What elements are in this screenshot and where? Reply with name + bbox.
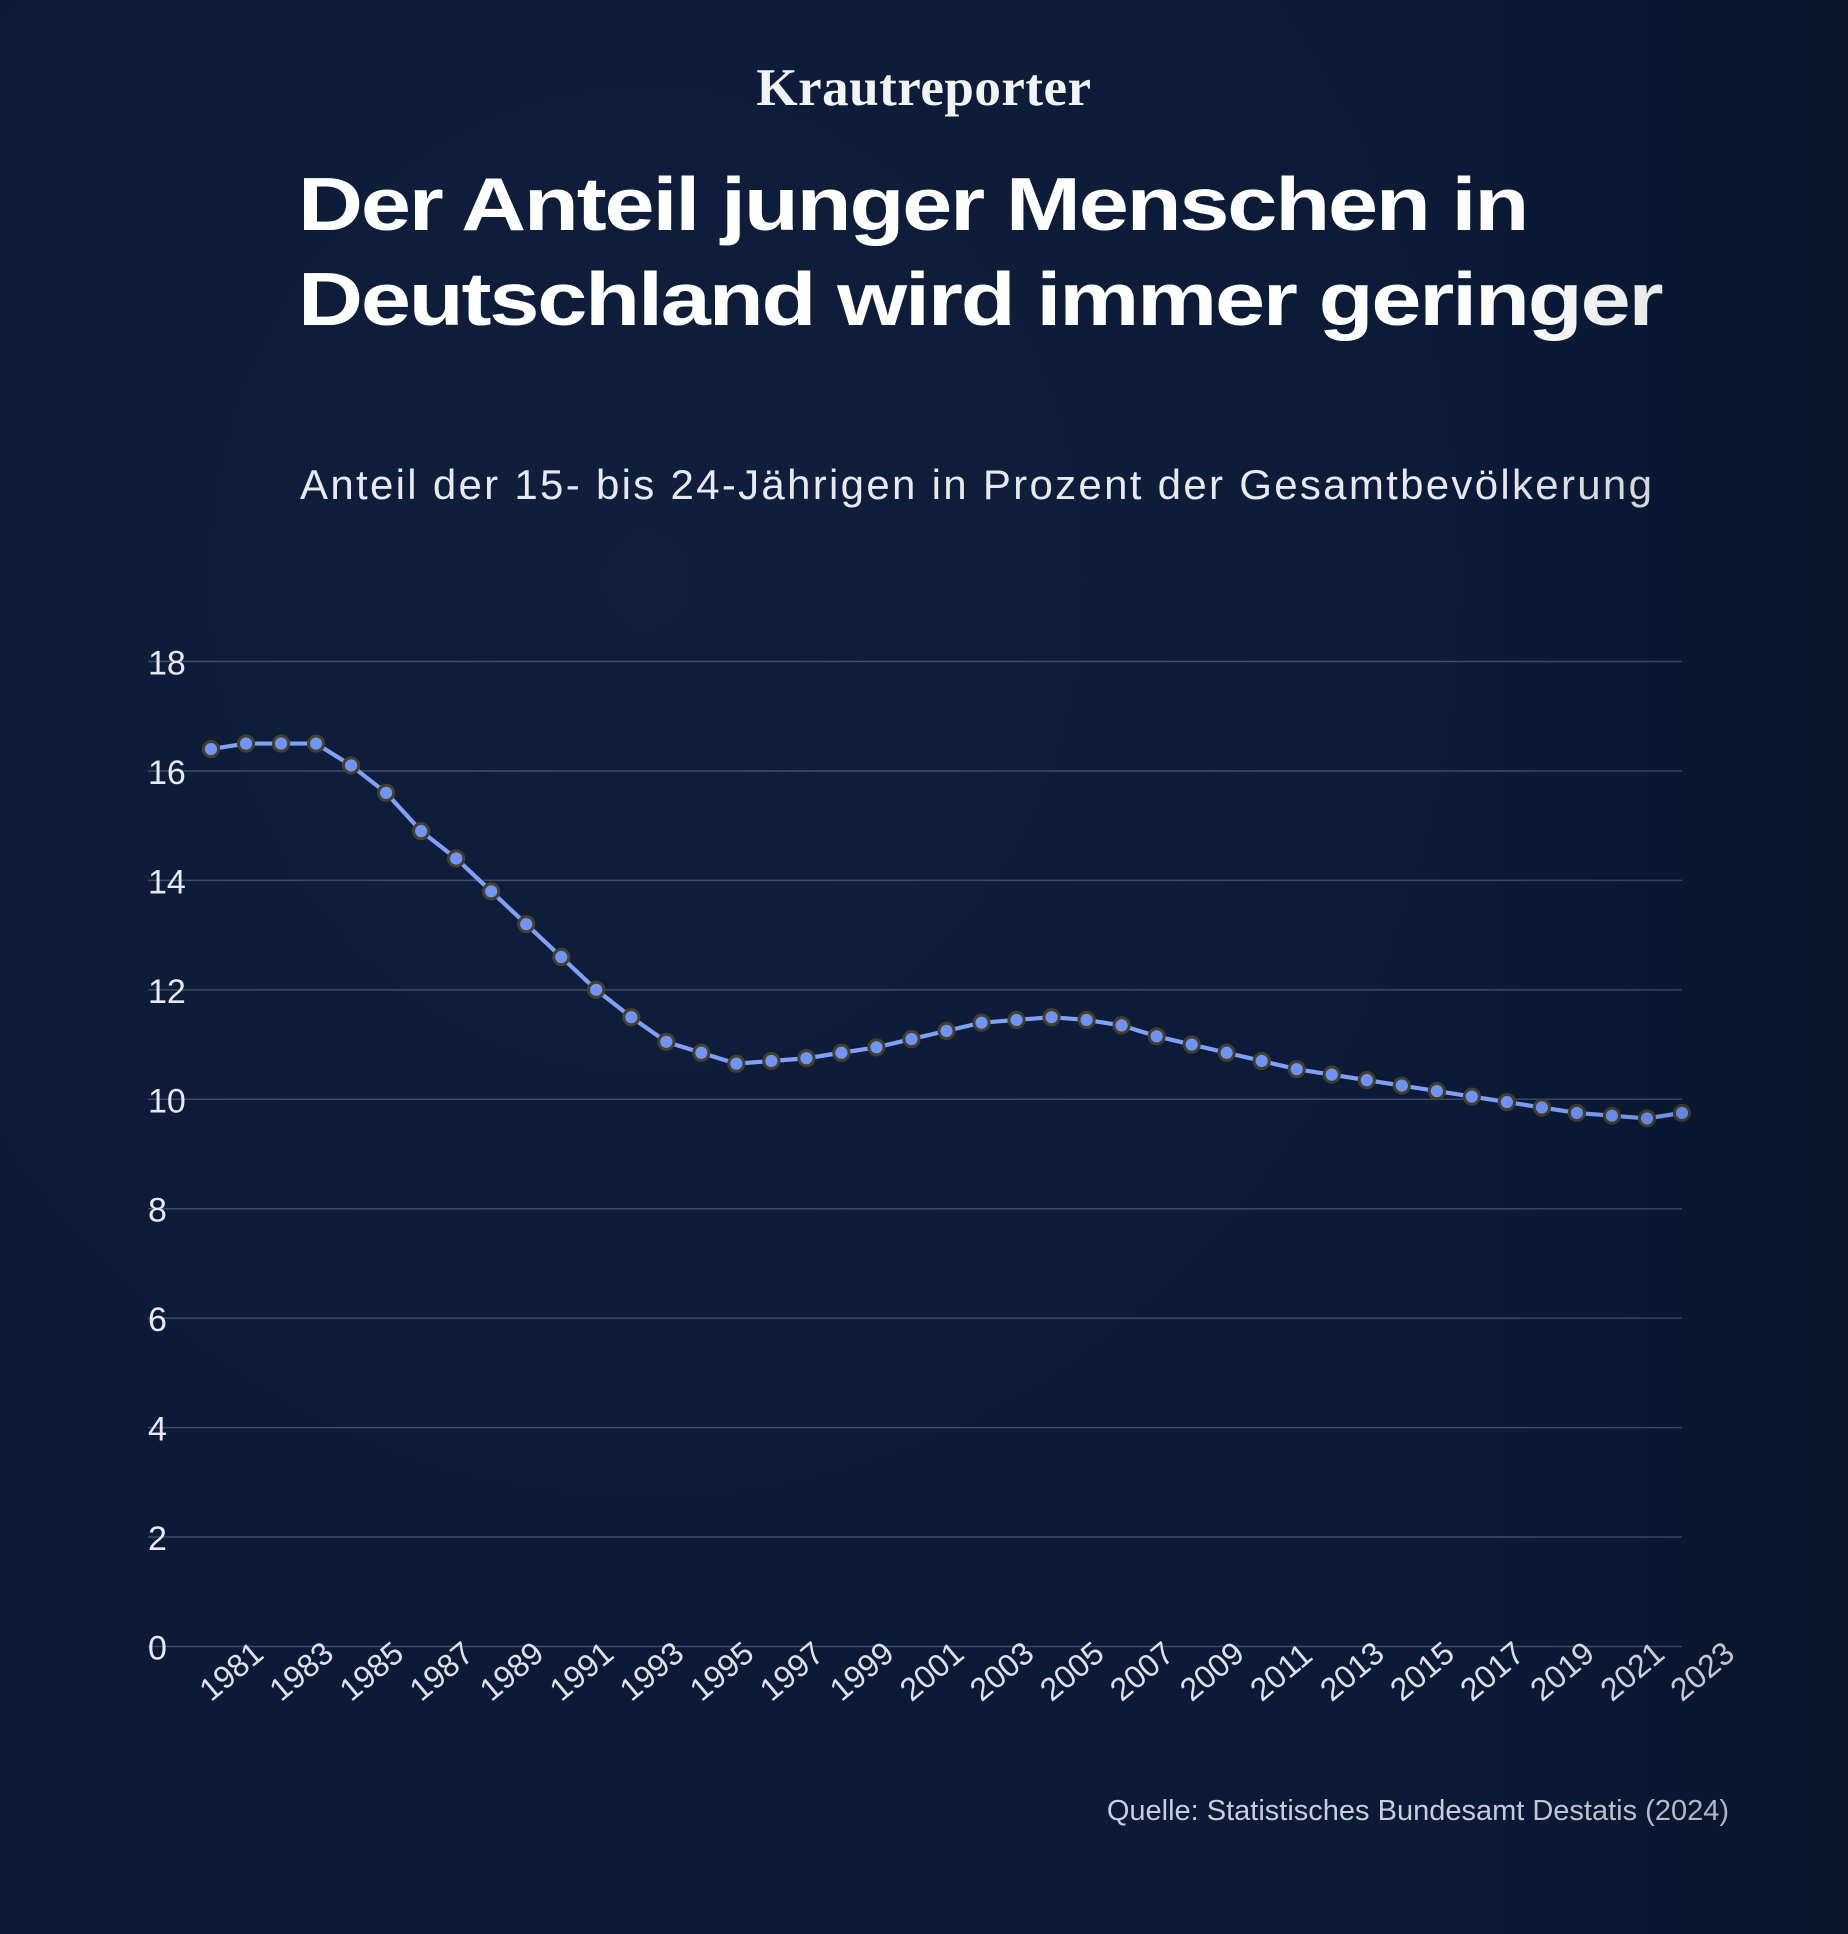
svg-text:2019: 2019: [1523, 1635, 1601, 1708]
svg-text:6: 6: [148, 1301, 167, 1339]
svg-text:1981: 1981: [192, 1635, 270, 1708]
svg-text:1999: 1999: [823, 1635, 901, 1708]
svg-text:14: 14: [148, 863, 186, 901]
svg-text:1983: 1983: [262, 1635, 340, 1708]
svg-text:16: 16: [148, 754, 186, 792]
svg-text:2007: 2007: [1103, 1635, 1181, 1708]
svg-text:2013: 2013: [1313, 1635, 1391, 1708]
svg-text:2005: 2005: [1033, 1635, 1111, 1708]
svg-text:2: 2: [148, 1520, 167, 1558]
svg-text:1995: 1995: [683, 1635, 761, 1708]
svg-text:2001: 2001: [893, 1635, 971, 1708]
svg-text:12: 12: [148, 973, 186, 1011]
svg-text:2023: 2023: [1663, 1635, 1741, 1708]
svg-text:8: 8: [148, 1192, 167, 1230]
svg-text:2003: 2003: [963, 1635, 1041, 1708]
svg-text:18: 18: [148, 645, 186, 683]
svg-text:1989: 1989: [473, 1635, 551, 1708]
svg-text:0: 0: [148, 1630, 167, 1668]
svg-text:1993: 1993: [613, 1635, 691, 1708]
svg-text:2015: 2015: [1383, 1635, 1461, 1708]
svg-text:2021: 2021: [1593, 1635, 1671, 1708]
svg-text:2017: 2017: [1453, 1635, 1531, 1708]
svg-text:2009: 2009: [1173, 1635, 1251, 1708]
svg-text:1985: 1985: [332, 1635, 410, 1708]
svg-text:4: 4: [148, 1411, 167, 1449]
svg-text:10: 10: [148, 1082, 186, 1120]
svg-text:1997: 1997: [753, 1635, 831, 1708]
svg-text:1987: 1987: [402, 1635, 480, 1708]
svg-text:1991: 1991: [543, 1635, 621, 1708]
